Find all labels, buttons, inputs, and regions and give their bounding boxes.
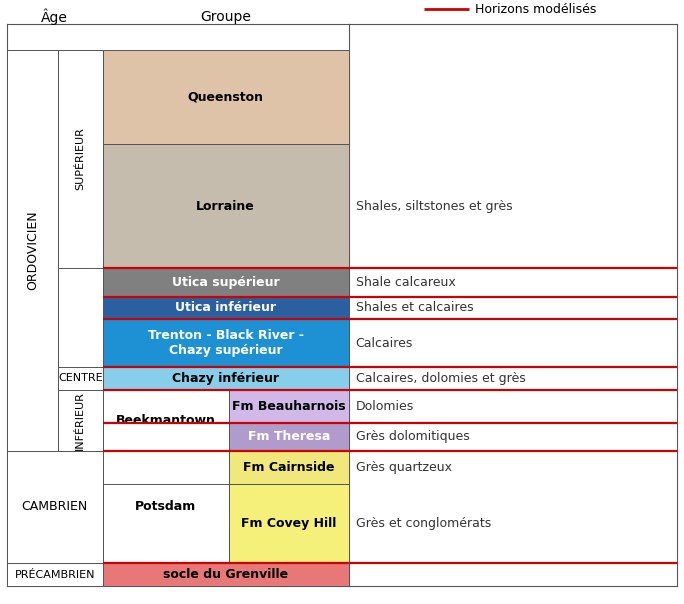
Bar (103, 297, 349, 319)
Text: Calcaires, dolomies et grès: Calcaires, dolomies et grès (356, 372, 525, 385)
Text: Potsdam: Potsdam (135, 501, 196, 513)
Bar (58, 50, 103, 268)
Text: Calcaires: Calcaires (356, 336, 413, 350)
Bar (103, 50, 349, 144)
Bar (58, 367, 103, 390)
Text: INFÉRIEUR: INFÉRIEUR (75, 391, 86, 449)
Bar (103, 390, 229, 451)
Text: Trenton - Black River -
Chazy supérieur: Trenton - Black River - Chazy supérieur (148, 329, 304, 357)
Text: PRÉCAMBRIEN: PRÉCAMBRIEN (14, 570, 95, 580)
Text: Grès et conglomérats: Grès et conglomérats (356, 518, 491, 530)
Text: Shale calcareux: Shale calcareux (356, 276, 456, 289)
Bar (229, 423, 349, 451)
Text: ORDOVICIEN: ORDOVICIEN (26, 210, 39, 290)
Text: Utica inférieur: Utica inférieur (175, 301, 276, 314)
Text: SUPÉRIEUR: SUPÉRIEUR (75, 127, 86, 190)
Bar (7, 451, 103, 564)
Bar (7, 564, 103, 586)
Text: Fm Cairnside: Fm Cairnside (244, 461, 334, 474)
Text: Queenston: Queenston (187, 91, 264, 103)
Text: Fm Covey Hill: Fm Covey Hill (241, 518, 337, 530)
Text: Chazy inférieur: Chazy inférieur (172, 372, 279, 385)
Bar (7, 50, 58, 451)
Text: Dolomies: Dolomies (356, 400, 414, 413)
Bar (103, 367, 349, 390)
Text: Grès quartzeux: Grès quartzeux (356, 461, 451, 474)
Bar (103, 451, 229, 564)
Bar (229, 451, 349, 484)
Text: Shales, siltstones et grès: Shales, siltstones et grès (356, 200, 512, 213)
Text: CENTRE: CENTRE (58, 373, 103, 384)
Text: Horizons modélisés: Horizons modélisés (475, 2, 596, 16)
Bar (229, 390, 349, 423)
Text: Lorraine: Lorraine (196, 200, 255, 213)
Bar (229, 484, 349, 564)
Text: Grès dolomitiques: Grès dolomitiques (356, 431, 469, 443)
Text: socle du Grenville: socle du Grenville (163, 568, 288, 581)
Bar (103, 564, 349, 586)
Text: Âge: Âge (41, 8, 68, 25)
Text: Shales et calcaires: Shales et calcaires (356, 301, 473, 314)
Text: Fm Beauharnois: Fm Beauharnois (232, 400, 346, 413)
Text: Utica supérieur: Utica supérieur (172, 276, 280, 289)
Bar (103, 268, 349, 297)
Text: Groupe: Groupe (200, 10, 251, 24)
Text: Fm Theresa: Fm Theresa (248, 431, 330, 443)
Bar (103, 144, 349, 268)
Text: CAMBRIEN: CAMBRIEN (22, 501, 88, 513)
Bar (103, 319, 349, 367)
Text: Beekmantown: Beekmantown (116, 414, 216, 426)
Bar (58, 390, 103, 451)
